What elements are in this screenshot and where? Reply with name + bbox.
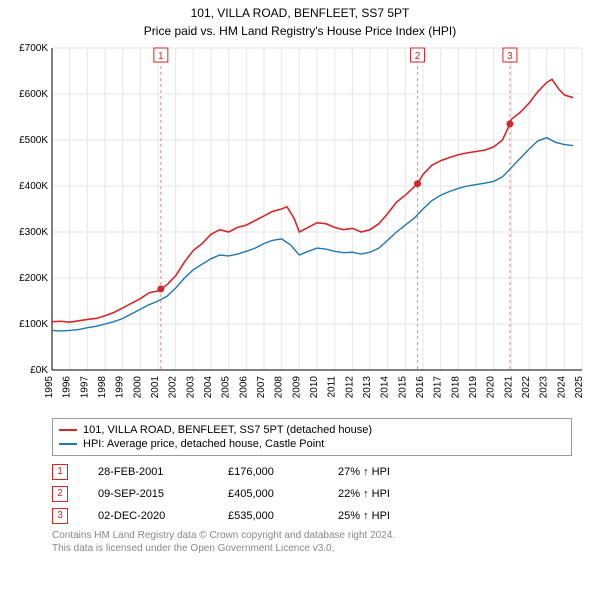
x-tick-label: 2004 [203,375,214,398]
x-tick-label: 1999 [115,375,126,398]
sale-price: £405,000 [228,488,308,500]
x-tick-label: 2021 [503,375,514,398]
x-tick-label: 2017 [433,375,444,398]
x-tick-label: 2007 [256,375,267,398]
x-tick-label: 1995 [44,375,55,398]
x-tick-label: 2000 [132,375,143,398]
x-tick-label: 1996 [62,375,73,398]
legend-item: HPI: Average price, detached house, Cast… [59,437,565,451]
x-tick-label: 2014 [380,375,391,398]
sale-hpi-diff: 22% ↑ HPI [338,488,428,500]
price-chart: £0K £100K £200K £300K £400K £500K £600K £700K 19… [10,42,590,412]
y-tick-label: £400K [19,181,48,192]
y-tick-label: £700K [19,43,48,54]
footer-attribution: Contains HM Land Registry data © Crown c… [52,530,590,555]
x-tick-label: 2009 [291,375,302,398]
legend-label: HPI: Average price, detached house, Cast… [83,437,324,451]
x-tick-label: 2002 [168,375,179,398]
legend-label: 101, VILLA ROAD, BENFLEET, SS7 5PT (deta… [83,423,372,437]
x-tick-label: 2023 [539,375,550,398]
sale-index-box: 3 [52,508,68,524]
x-tick-label: 2012 [344,375,355,398]
x-tick-label: 2018 [450,375,461,398]
series-line [52,79,573,322]
legend-swatch [59,429,77,431]
page-title: 101, VILLA ROAD, BENFLEET, SS7 5PT [10,6,590,22]
footer-line-1: Contains HM Land Registry data © Crown c… [52,530,590,543]
x-tick-label: 2001 [150,375,161,398]
x-tick-label: 2016 [415,375,426,398]
legend: 101, VILLA ROAD, BENFLEET, SS7 5PT (deta… [52,418,572,457]
sale-marker-dot [414,180,421,187]
x-tick-label: 2024 [556,375,567,398]
y-tick-label: £100K [19,319,48,330]
x-tick-label: 2010 [309,375,320,398]
x-tick-label: 2005 [221,375,232,398]
y-tick-label: £600K [19,89,48,100]
x-tick-label: 2008 [274,375,285,398]
page-subtitle: Price paid vs. HM Land Registry's House … [10,24,590,38]
sale-row: 2 09-SEP-2015 £405,000 22% ↑ HPI [52,486,590,502]
sale-date: 09-SEP-2015 [98,488,198,500]
series-line [52,137,573,330]
x-tick-label: 2003 [185,375,196,398]
x-tick-label: 1998 [97,375,108,398]
sale-marker-index: 3 [507,51,513,62]
sale-hpi-diff: 25% ↑ HPI [338,510,428,522]
sale-date: 28-FEB-2001 [98,466,198,478]
sale-index-box: 2 [52,486,68,502]
footer-line-2: This data is licensed under the Open Gov… [52,543,590,556]
chart-page: 101, VILLA ROAD, BENFLEET, SS7 5PT Price… [0,0,600,590]
legend-swatch [59,443,77,445]
x-tick-label: 2025 [574,375,585,398]
x-tick-label: 2020 [486,375,497,398]
y-tick-label: £200K [19,273,48,284]
x-tick-label: 2006 [238,375,249,398]
sale-row: 3 02-DEC-2020 £535,000 25% ↑ HPI [52,508,590,524]
sale-row: 1 28-FEB-2001 £176,000 27% ↑ HPI [52,464,590,480]
sale-price: £535,000 [228,510,308,522]
y-tick-label: £0K [30,365,48,376]
legend-item: 101, VILLA ROAD, BENFLEET, SS7 5PT (deta… [59,423,565,437]
chart-svg: £0K £100K £200K £300K £400K £500K £600K £700K 19… [10,42,590,412]
sale-marker-index: 1 [158,51,164,62]
x-tick-label: 2013 [362,375,373,398]
x-tick-label: 2019 [468,375,479,398]
x-tick-label: 2011 [327,375,338,397]
sale-marker-dot [506,120,513,127]
x-tick-label: 2015 [397,375,408,398]
y-tick-label: £300K [19,227,48,238]
sale-date: 02-DEC-2020 [98,510,198,522]
sale-hpi-diff: 27% ↑ HPI [338,466,428,478]
sale-marker-dot [157,285,164,292]
sale-index-box: 1 [52,464,68,480]
x-tick-label: 1997 [79,375,90,398]
x-tick-label: 2022 [521,375,532,398]
sale-price: £176,000 [228,466,308,478]
sale-marker-index: 2 [415,51,421,62]
y-tick-label: £500K [19,135,48,146]
sales-table: 1 28-FEB-2001 £176,000 27% ↑ HPI 2 09-SEP-201… [52,464,590,524]
